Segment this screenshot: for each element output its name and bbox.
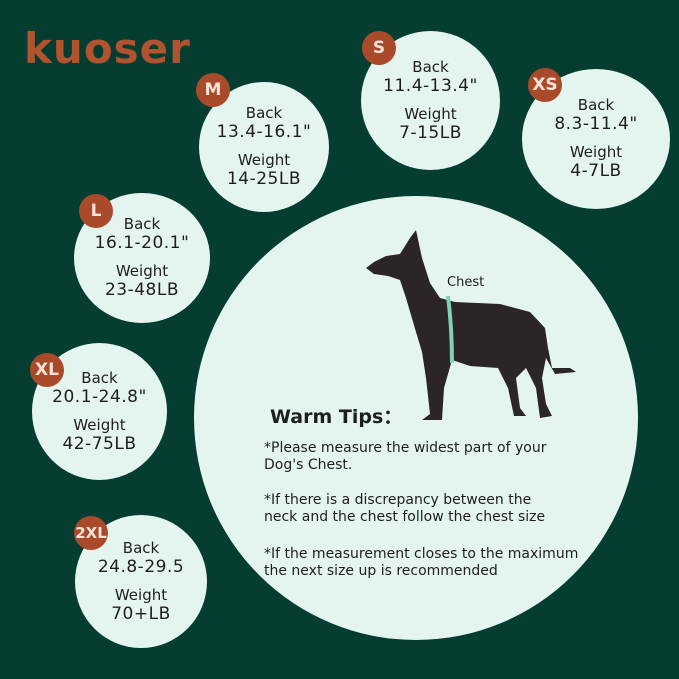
- dog-silhouette-icon: [366, 230, 576, 420]
- tip-item: *If there is a discrepancy between the n…: [264, 492, 546, 525]
- back-label: Back: [412, 57, 449, 76]
- weight-value: 70+LB: [111, 603, 171, 624]
- brand-logo: kuoser: [24, 24, 191, 73]
- back-label: Back: [81, 368, 118, 387]
- back-value: 16.1-20.1": [94, 233, 190, 253]
- weight-label: Weight: [115, 262, 169, 280]
- back-value: 24.8-29.5: [97, 556, 185, 577]
- size-badge-s: S: [362, 31, 396, 65]
- size-badge-xl: XL: [30, 353, 64, 387]
- weight-value: 23-48LB: [104, 280, 180, 300]
- tips-title: Warm Tips：: [270, 406, 403, 428]
- back-label: Back: [577, 96, 615, 114]
- weight-label: Weight: [114, 585, 168, 604]
- weight-value: 7-15LB: [399, 122, 462, 143]
- size-badge-2xl: 2XL: [74, 516, 108, 550]
- weight-label: Weight: [404, 104, 457, 123]
- weight-value: 42-75LB: [62, 433, 137, 454]
- tip-item: *Please measure the widest part of your …: [264, 440, 547, 473]
- back-value: 8.3-11.4": [554, 114, 638, 134]
- weight-label: Weight: [237, 151, 291, 169]
- size-badge-xs: XS: [528, 68, 562, 102]
- size-badge-m: M: [196, 73, 230, 107]
- weight-value: 4-7LB: [570, 161, 622, 181]
- back-label: Back: [123, 215, 161, 233]
- weight-value: 14-25LB: [226, 169, 302, 189]
- size-badge-l: L: [79, 194, 113, 228]
- back-value: 13.4-16.1": [216, 122, 312, 142]
- weight-label: Weight: [73, 415, 126, 434]
- chest-label: Chest: [447, 275, 485, 290]
- weight-label: Weight: [569, 143, 623, 161]
- back-label: Back: [122, 538, 160, 557]
- back-value: 20.1-24.8": [52, 386, 147, 407]
- back-label: Back: [245, 104, 283, 122]
- tip-item: *If the measurement closes to the maximu…: [264, 546, 579, 579]
- back-value: 11.4-13.4": [383, 75, 478, 96]
